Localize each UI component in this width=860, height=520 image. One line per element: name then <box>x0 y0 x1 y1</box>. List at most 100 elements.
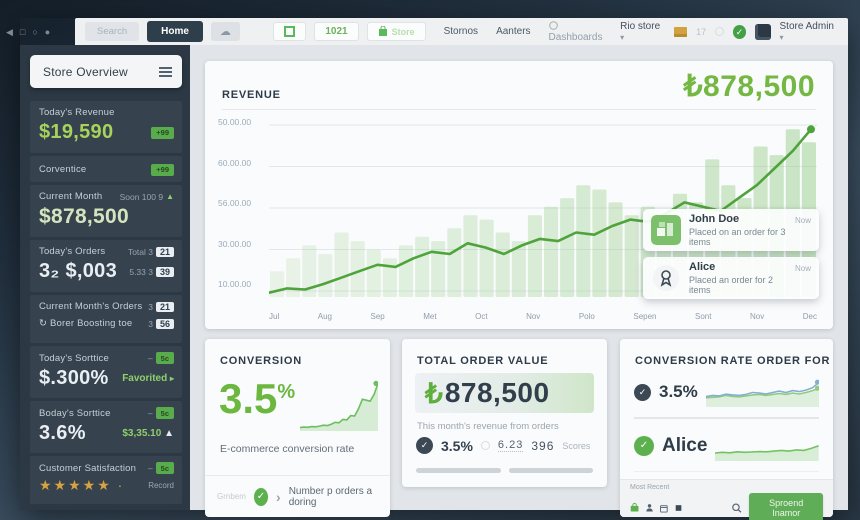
revenue-title: REVENUE <box>222 89 281 101</box>
progress-bar <box>508 468 593 473</box>
topbar-right: Rio store ▾ 17 ✓ Store Admin ▾ <box>620 21 838 43</box>
x-tick-label: Sont <box>695 312 712 321</box>
conversion-card: CONVERSION 3.5% E-commerce conversion ra… <box>205 339 390 517</box>
y-tick-label: 60.00.00 <box>218 157 252 168</box>
x-tick-label: Oct <box>475 312 488 321</box>
status-badge: 5c <box>155 462 174 474</box>
notification-john-doe[interactable]: John Doe Placed on an order for 3 items … <box>643 209 819 251</box>
stat-value: $.300% <box>39 367 109 389</box>
status-badge: +99 <box>151 126 174 139</box>
rate-row-alice[interactable]: ✓ Alice <box>634 431 819 472</box>
progress-bar <box>416 468 501 473</box>
stat-value: $878,500 <box>39 205 129 228</box>
award-icon <box>653 265 679 291</box>
total-order-highlight: ₺ 878,500 <box>415 373 594 413</box>
store-icon <box>651 215 681 245</box>
rate-row-percentage[interactable]: ✓ 3.5% <box>634 377 819 419</box>
main-area: REVENUE ₺878,500 50.00.00 60.00.00 56.00.0… <box>190 45 848 520</box>
x-tick-label: Sep <box>370 312 385 321</box>
stat-corventice[interactable]: Corventice +99 <box>30 156 182 182</box>
bag-icon[interactable] <box>630 502 639 514</box>
stop-icon[interactable] <box>675 503 682 513</box>
notification-alice[interactable]: Alice Placed an order for 2 items Now <box>643 257 819 299</box>
window-controls: ◀ □ ○ ● <box>6 22 72 42</box>
bag-icon <box>378 26 387 36</box>
status-dot-icon <box>715 27 724 36</box>
record-label: Record <box>148 481 174 490</box>
status-badge: 5c <box>155 407 174 419</box>
avatar[interactable] <box>755 23 771 40</box>
inventory-button[interactable]: Sproend Inamor <box>749 493 823 520</box>
x-tick-label: Nov <box>526 312 541 321</box>
chevron-right-icon[interactable]: › <box>276 488 281 505</box>
progress-bars <box>416 468 593 473</box>
total-order-stats: ✓ 3.5% 6.23 396 Scores <box>416 437 593 454</box>
window-dot-icon[interactable]: ● <box>44 27 51 37</box>
cloud-icon: ☁ <box>219 26 231 38</box>
back-icon[interactable]: ◀ <box>6 26 13 37</box>
store-button[interactable]: Store <box>366 22 426 41</box>
stat-current-month[interactable]: Current Month Soon 100 9 ▲ $878,500 <box>30 185 182 237</box>
app-window: ◀ □ ○ ● Search Home ☁ 1021 Store Stornos… <box>6 18 848 520</box>
search-icon[interactable] <box>731 500 742 516</box>
calendar-icon[interactable] <box>660 503 668 514</box>
status-badge: 5c <box>155 352 174 364</box>
sidebar-title: Store Overview <box>43 64 128 79</box>
check-icon: ✓ <box>634 436 654 456</box>
stat-customer-satisfaction[interactable]: Customer Satisfaction – 5c ★★★★★ · Recor… <box>30 456 182 504</box>
x-tick-label: Met <box>423 312 437 321</box>
play-icon: ▸ <box>169 374 174 383</box>
trend-up-icon: ▲ <box>164 428 174 439</box>
alice-sparkline <box>715 445 819 461</box>
cloud-button[interactable]: ☁ <box>210 22 240 41</box>
total-order-title: TOTAL ORDER VALUE <box>417 355 549 367</box>
stat-todays-orders[interactable]: Today's Orders Total 3 21 3₂ $,003 5.33 … <box>30 240 182 292</box>
conversion-title: CONVERSION <box>220 355 302 367</box>
x-tick-label: Nov <box>750 312 765 321</box>
stat-value: $19,590 <box>39 121 114 143</box>
order-count-button[interactable]: 1021 <box>314 22 359 41</box>
stat-todays-revenue[interactable]: Today's Revenue $19,590 +99 <box>30 101 182 153</box>
check-icon: ✓ <box>634 383 651 401</box>
y-axis: 50.00.00 60.00.00 56.00.00 30.00.00 10.00.00 <box>218 117 266 289</box>
revenue-total: ₺878,500 <box>683 70 815 103</box>
window-restore-icon[interactable]: □ <box>19 27 26 37</box>
stat-value: 3.6% <box>39 422 86 444</box>
window-circle-icon[interactable]: ○ <box>32 27 38 37</box>
status-badge: +99 <box>151 163 174 176</box>
search-input[interactable]: Search <box>85 22 140 41</box>
green-square-icon <box>284 26 296 37</box>
y-tick-label: 50.00.00 <box>218 117 252 127</box>
revenue-card: REVENUE ₺878,500 50.00.00 60.00.00 56.00.0… <box>205 61 833 329</box>
nav-link-stornos[interactable]: Stornos <box>443 26 479 37</box>
sidebar-stats: Today's Revenue $19,590 +99 Corventice +… <box>30 101 182 504</box>
x-tick-label: Dec <box>802 312 817 321</box>
store-selector[interactable]: Rio store ▾ <box>620 20 661 42</box>
nav-link-dashboards[interactable]: Dashboards <box>548 20 613 43</box>
verified-check-icon: ✓ <box>732 24 747 39</box>
admin-menu[interactable]: Store Admin ▾ <box>779 20 834 42</box>
nav-link-aanters[interactable]: Aanters <box>496 26 531 37</box>
grid-view-button[interactable] <box>273 22 307 41</box>
home-button[interactable]: Home <box>147 21 203 42</box>
footer-label: Most Recent <box>630 484 670 491</box>
x-tick-label: Sepen <box>633 312 657 321</box>
store-overview-header[interactable]: Store Overview <box>30 55 182 88</box>
stat-todays-service-2[interactable]: Boday's Sorttice – 5c 3.6% $3,35.10 ▲ <box>30 401 182 453</box>
conversion-rate-card: CONVERSION RATE ORDER FOR ✓ 3.5% ✓ Alice… <box>620 339 833 520</box>
caret-down-icon: ▾ <box>779 32 784 42</box>
clock-icon <box>548 20 558 30</box>
person-icon[interactable] <box>646 502 653 514</box>
wallet-icon[interactable] <box>673 26 688 37</box>
x-tick-label: Aug <box>317 312 332 321</box>
stat-current-month-orders[interactable]: Current Month's Orders 3 21 ↻ Borer Boos… <box>30 295 182 343</box>
star-rating: ★★★★★ · <box>39 477 125 493</box>
conversion-subtitle: E-commerce conversion rate <box>220 443 355 455</box>
conversion-footer[interactable]: Grnbem ✓ › Number p orders a doring <box>205 475 390 517</box>
topbar: Search Home ☁ 1021 Store Stornos Aanters… <box>75 18 848 45</box>
count-chip: 21 <box>155 246 174 257</box>
rate-title: CONVERSION RATE ORDER FOR <box>635 355 831 367</box>
stat-todays-service-1[interactable]: Today's Sorttice – 5c $.300% Favorited ▸ <box>30 346 182 398</box>
list-menu-icon[interactable] <box>159 66 172 77</box>
count-chip: 56 <box>155 318 174 329</box>
